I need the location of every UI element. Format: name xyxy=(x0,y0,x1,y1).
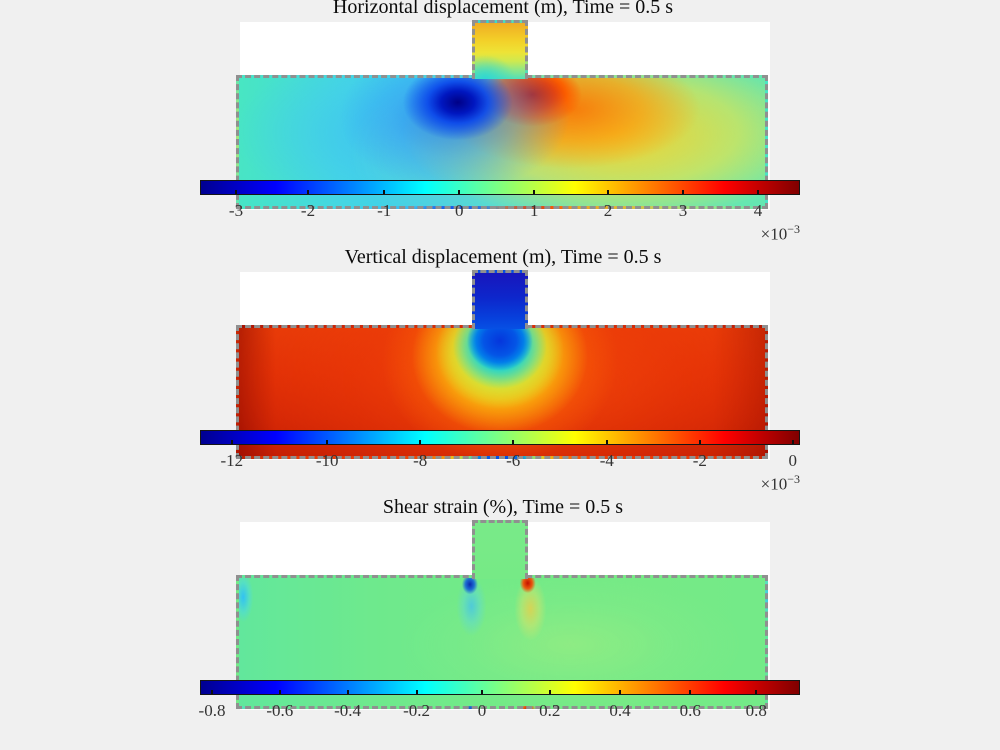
footing-column-heatmap xyxy=(472,20,528,79)
scale-multiplier-exponent: −3 xyxy=(787,222,800,236)
scale-multiplier-exponent: −3 xyxy=(787,472,800,486)
colorbar xyxy=(200,680,800,695)
panel-title: Shear strain (%), Time = 0.5 s xyxy=(382,496,624,518)
panel-title: Horizontal displacement (m), Time = 0.5 … xyxy=(332,0,674,18)
footing-column-heatmap xyxy=(472,520,528,579)
panel-horizontal-displacement: Horizontal displacement (m), Time = 0.5 … xyxy=(0,0,1000,250)
scale-multiplier: ×10−3 xyxy=(200,472,800,495)
scale-multiplier-base: ×10 xyxy=(760,474,788,494)
panel-vertical-displacement: Vertical displacement (m), Time = 0.5 s … xyxy=(0,246,1000,500)
colorbar xyxy=(200,430,800,445)
colorbar-tick-label: 0 xyxy=(788,451,798,470)
colorbar xyxy=(200,180,800,195)
panel-title: Vertical displacement (m), Time = 0.5 s xyxy=(344,246,662,268)
footing-column-heatmap xyxy=(472,270,528,329)
scale-multiplier-base: ×10 xyxy=(760,224,788,244)
colorbar-tick-label: -0.8 xyxy=(198,701,226,720)
panel-shear-strain: Shear strain (%), Time = 0.5 s -0.8 -0.6… xyxy=(0,496,1000,750)
scale-multiplier: ×10−3 xyxy=(200,222,800,245)
